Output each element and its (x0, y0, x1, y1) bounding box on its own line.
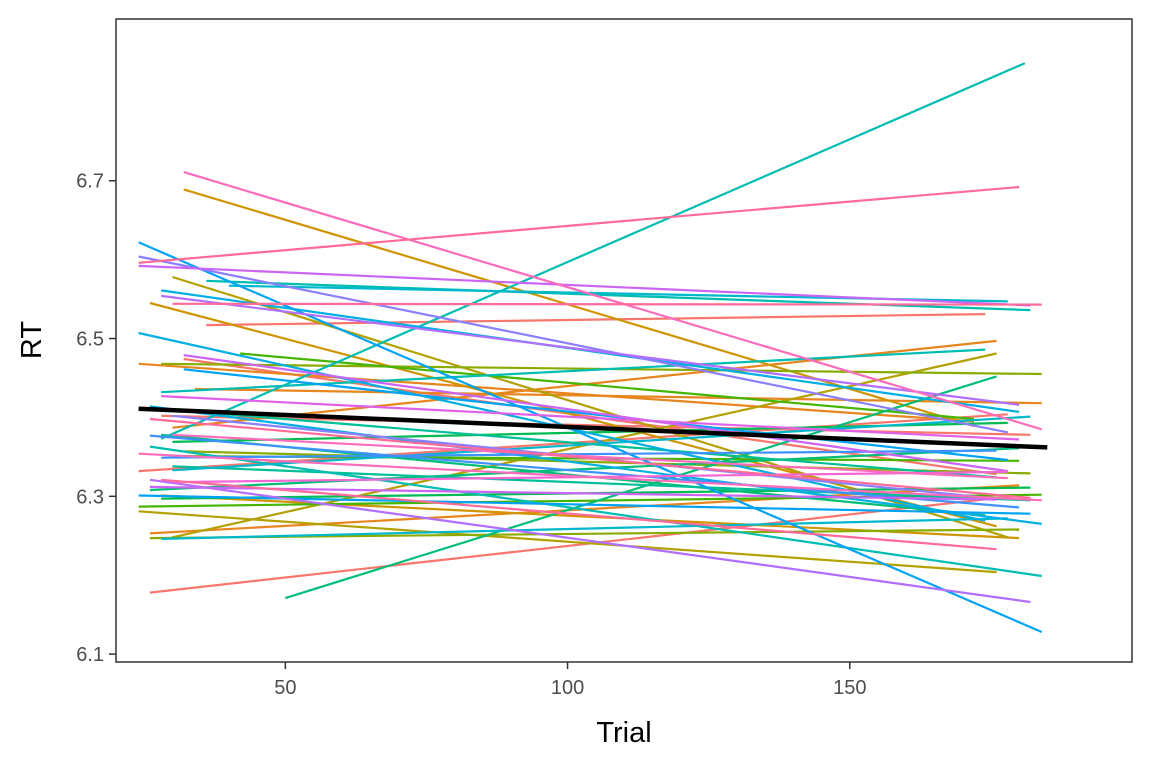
series-line-47 (161, 294, 1020, 406)
series-line-24 (284, 375, 997, 600)
series-line-32 (161, 348, 986, 394)
y-tick-label: 6.1 (76, 644, 104, 666)
series-line-44 (138, 255, 1009, 434)
y-tick-label: 6.5 (76, 329, 104, 351)
series-line-34 (161, 517, 1008, 540)
series-line-42 (149, 434, 1020, 509)
series-line-6 (138, 362, 975, 423)
series-line-43 (161, 449, 997, 459)
plot-panel-border (115, 18, 1133, 663)
series-line-29 (160, 62, 1026, 440)
series-line-19 (240, 352, 975, 421)
series-line-9 (194, 387, 1042, 405)
x-axis-title: Trial (596, 717, 651, 749)
series-line-59 (161, 478, 997, 551)
series-line-46 (149, 478, 1031, 604)
series-line-53 (183, 171, 1043, 431)
series-line-26 (149, 447, 1020, 492)
series-line-51 (161, 395, 1020, 441)
y-tick-label: 6.3 (76, 486, 104, 508)
series-line-41 (183, 368, 1008, 462)
series-line-49 (183, 354, 1008, 473)
series-line-39 (138, 241, 1043, 634)
series-line-27 (149, 406, 997, 479)
x-tick-label: 100 (551, 677, 584, 699)
series-line-38 (149, 405, 1042, 525)
x-tick-label: 150 (833, 677, 866, 699)
series-line-58 (149, 417, 1031, 499)
series-line-57 (172, 302, 1042, 306)
series-line-50 (149, 485, 997, 501)
series-line-15 (138, 510, 997, 574)
series-line-48 (138, 264, 1031, 307)
series-line-55 (172, 433, 1008, 480)
series-line-54 (138, 452, 1042, 502)
x-axis: 50 100 150 (274, 662, 866, 699)
series-line-31 (149, 445, 1042, 578)
y-tick-label: 6.7 (76, 171, 104, 193)
series-layer (138, 62, 1043, 634)
series-line-2 (206, 313, 986, 327)
series-line-17 (183, 450, 1031, 475)
series-line-35 (172, 415, 1031, 472)
overall-fit-line (138, 406, 1048, 450)
series-line-3 (161, 414, 1031, 436)
y-axis-title: RT (16, 321, 48, 359)
series-line-56 (138, 185, 1020, 264)
series-line-28 (172, 465, 1031, 502)
series-line-1 (149, 494, 1020, 594)
y-axis: 6.1 6.3 6.5 6.7 (76, 171, 116, 666)
overall-fit-layer (138, 406, 1048, 450)
x-tick-label: 50 (274, 677, 296, 699)
